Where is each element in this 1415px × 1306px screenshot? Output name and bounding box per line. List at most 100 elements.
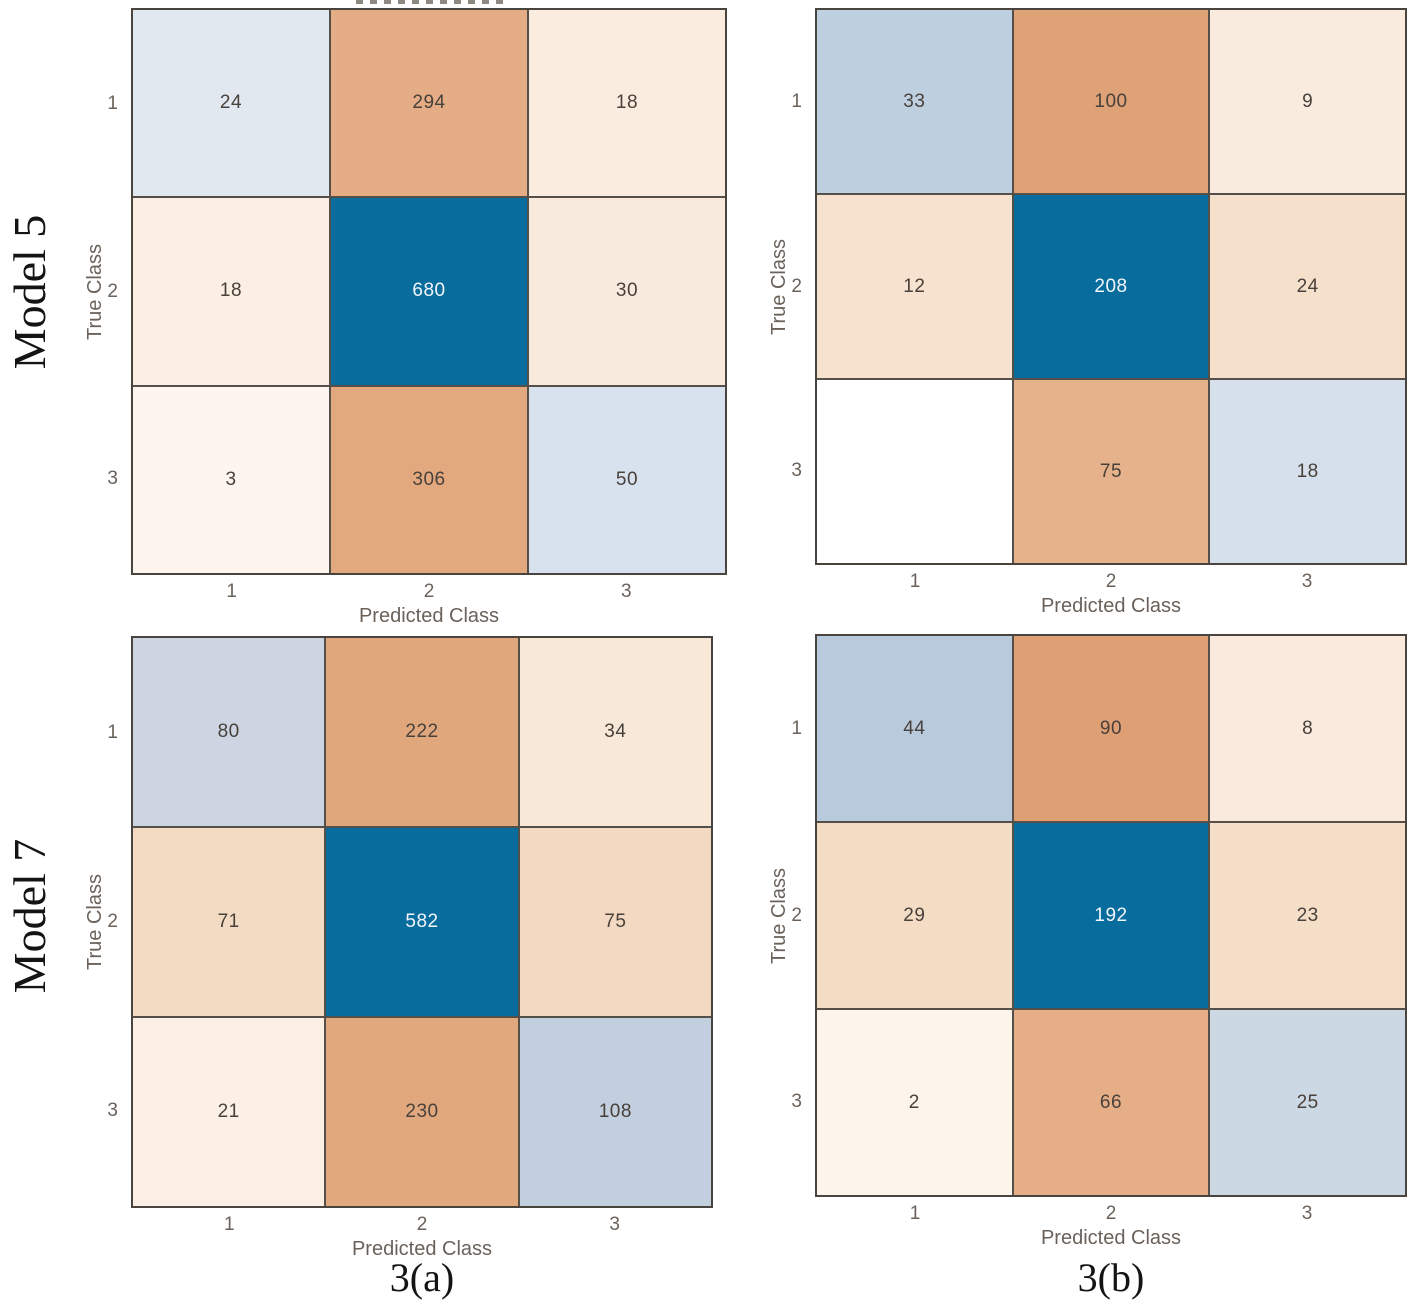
caption-3a: 3(a) — [389, 1255, 455, 1300]
cell-value: 33 — [903, 90, 926, 112]
cell-value: 44 — [903, 717, 926, 739]
matrix-cell-r1c3: 8 — [1210, 636, 1405, 821]
confusion-matrix-bottom-right: 44 90 8 29 192 23 2 66 25 1 2 3 1 2 3 True Class… — [768, 634, 1407, 1249]
matrix-cell-r2c3: 23 — [1210, 823, 1405, 1008]
cell-value: 208 — [1094, 275, 1128, 297]
cell-value: 23 — [1296, 904, 1319, 926]
matrix-cell-r1c1: 80 — [133, 638, 325, 826]
x-tick-2: 2 — [1105, 1203, 1117, 1224]
matrix-cell-r3c1: 21 — [133, 1018, 325, 1206]
matrix-cell-r1c1: 33 — [817, 10, 1012, 193]
cell-value: 100 — [1094, 90, 1128, 112]
x-tick-3: 3 — [609, 1214, 620, 1235]
matrix-cell-r3c3: 18 — [1210, 380, 1405, 563]
cell-value: 71 — [217, 911, 240, 932]
cell-value: 18 — [219, 280, 243, 302]
matrix-cell-r1c2: 100 — [1013, 10, 1209, 193]
cell-value: 108 — [598, 1101, 632, 1122]
cell-value: 80 — [217, 721, 240, 742]
cell-value: 680 — [412, 280, 446, 302]
confusion-matrix-top-left: 24 294 18 18 680 30 3 306 50 1 2 3 1 2 3 True Cl… — [84, 8, 727, 627]
caption-3b: 3(b) — [1077, 1255, 1145, 1300]
x-tick-3: 3 — [1301, 1203, 1313, 1224]
cell-value: 24 — [219, 92, 243, 114]
y-axis-label: True Class — [768, 238, 790, 335]
x-axis-label: Predicted Class — [358, 605, 500, 627]
y-axis-label: True Class — [768, 867, 790, 964]
y-tick-1: 1 — [791, 718, 802, 740]
y-tick-3: 3 — [791, 459, 802, 481]
x-tick-1: 1 — [909, 1203, 921, 1224]
y-tick-2: 2 — [791, 275, 802, 297]
matrix-grid: 80 222 34 71 582 75 21 230 108 — [133, 638, 711, 1206]
confusion-matrix-bottom-left: 80 222 34 71 582 75 21 230 108 1 2 3 1 2 3 True … — [84, 636, 713, 1260]
y-tick-1: 1 — [107, 92, 118, 114]
cell-value: 75 — [604, 911, 627, 932]
matrix-cell-r3c1 — [817, 380, 1012, 563]
cell-value: 306 — [412, 468, 446, 490]
matrix-cell-r3c3: 25 — [1210, 1010, 1405, 1195]
matrix-cell-r1c3: 18 — [529, 10, 725, 197]
cell-value: 582 — [405, 911, 439, 932]
matrix-cell-r2c1: 29 — [817, 823, 1012, 1008]
matrix-cell-r1c1: 24 — [133, 10, 329, 197]
matrix-cell-r2c2: 680 — [331, 198, 527, 385]
cell-value: 50 — [615, 468, 639, 490]
y-tick-1: 1 — [791, 91, 802, 113]
matrix-cell-r1c3: 34 — [519, 638, 711, 826]
x-tick-1: 1 — [224, 1214, 235, 1235]
y-tick-3: 3 — [107, 468, 118, 490]
cell-value: 18 — [615, 92, 639, 114]
y-axis-label: True Class — [84, 874, 106, 970]
x-tick-2: 2 — [1105, 571, 1117, 592]
matrix-cell-r2c1: 12 — [817, 195, 1012, 378]
cell-value: 3 — [225, 468, 237, 490]
matrix-cell-r1c2: 90 — [1013, 636, 1209, 821]
matrix-cell-r1c1: 44 — [817, 636, 1012, 821]
cell-value: 21 — [217, 1101, 240, 1122]
x-axis-label: Predicted Class — [1040, 1227, 1182, 1249]
x-tick-3: 3 — [621, 581, 632, 602]
matrix-cell-r2c1: 71 — [133, 828, 325, 1016]
matrix-cell-r3c2: 75 — [1013, 380, 1209, 563]
cell-value: 230 — [405, 1101, 439, 1122]
x-tick-1: 1 — [226, 581, 237, 602]
clipped-title-fragment — [356, 0, 508, 4]
cell-value: 66 — [1099, 1091, 1123, 1113]
row-label-model-5: Model 5 — [4, 214, 55, 370]
matrix-cell-r3c1: 2 — [817, 1010, 1012, 1195]
cell-value: 294 — [412, 92, 446, 114]
matrix-cell-r2c2: 208 — [1013, 195, 1209, 378]
matrix-grid: 33 100 9 12 208 24 75 18 — [817, 10, 1405, 563]
matrix-cell-r3c2: 230 — [326, 1018, 518, 1206]
y-tick-2: 2 — [791, 904, 802, 926]
x-tick-2: 2 — [423, 581, 435, 602]
x-tick-2: 2 — [416, 1214, 428, 1235]
matrix-grid: 24 294 18 18 680 30 3 306 50 — [133, 10, 725, 573]
cell-value: 29 — [903, 904, 926, 926]
matrix-cell-r3c1: 3 — [133, 386, 329, 573]
matrix-cell-r1c3: 9 — [1210, 10, 1405, 193]
y-tick-2: 2 — [107, 280, 118, 302]
cell-value: 75 — [1099, 460, 1123, 482]
cell-value: 90 — [1099, 717, 1123, 739]
matrix-cell-r3c3: 50 — [529, 386, 725, 573]
y-tick-1: 1 — [107, 721, 118, 743]
y-tick-3: 3 — [107, 1100, 118, 1122]
cell-value: 18 — [1296, 460, 1319, 482]
matrix-cell-r2c2: 582 — [326, 828, 518, 1016]
cell-value: 222 — [405, 721, 439, 742]
cell-value: 30 — [615, 280, 639, 302]
y-tick-3: 3 — [791, 1090, 802, 1112]
x-tick-1: 1 — [909, 571, 921, 592]
cell-value: 34 — [604, 721, 627, 742]
cell-value: 192 — [1094, 904, 1128, 926]
row-label-model-7: Model 7 — [4, 838, 55, 994]
cell-value: 12 — [903, 275, 926, 297]
y-axis-label: True Class — [84, 243, 106, 340]
matrix-cell-r1c2: 222 — [326, 638, 518, 826]
x-axis-label: Predicted Class — [351, 1238, 493, 1260]
cell-value: 2 — [908, 1091, 920, 1113]
confusion-matrix-top-right: 33 100 9 12 208 24 75 18 1 2 3 1 2 3 True Class… — [768, 8, 1407, 617]
